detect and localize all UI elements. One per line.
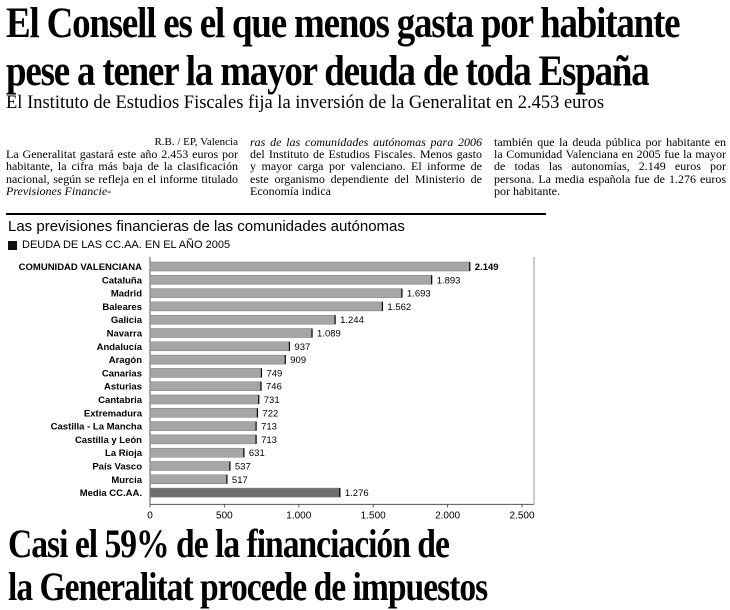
bar — [149, 474, 228, 485]
bar — [149, 394, 260, 405]
x-tick-label: 2.000 — [435, 510, 460, 520]
value-label: 749 — [266, 368, 282, 379]
category-label: COMUNIDAD VALENCIANA — [19, 262, 142, 273]
chart-title: Las previsiones financieras de las comun… — [8, 218, 405, 235]
value-label: 731 — [264, 395, 280, 406]
bar — [149, 288, 403, 298]
value-label: 2.149 — [475, 262, 499, 273]
value-label: 1.562 — [387, 302, 411, 313]
value-label: 909 — [290, 355, 306, 366]
subheadline: El Instituto de Estudios Fiscales fija l… — [6, 93, 605, 113]
category-label: País Vasco — [92, 462, 142, 473]
value-label: 1.693 — [407, 289, 431, 300]
bar — [149, 421, 257, 431]
bar — [149, 447, 245, 458]
bar — [149, 487, 341, 498]
category-label: Cataluña — [102, 275, 143, 286]
column-2-text: del Instituto de Estudios Fiscales. Meno… — [250, 147, 482, 198]
byline: R.B. / EP, Valencia — [6, 136, 238, 148]
category-label: Cantabria — [98, 395, 143, 406]
byline-author: R.B. / EP, — [154, 136, 198, 148]
category-label: Galicia — [111, 315, 143, 326]
x-tick-label: 0 — [147, 510, 153, 520]
value-label: 713 — [261, 422, 277, 433]
value-label: 722 — [262, 408, 278, 419]
column-3-text: también que la deuda pública por habitan… — [494, 135, 726, 198]
bar — [149, 328, 313, 338]
debt-bar-chart: COMUNIDAD VALENCIANA 2.149 Cataluña 1.893 Ma… — [19, 257, 535, 520]
column-1-italic: Previsiones Financie- — [6, 183, 112, 198]
category-label: Madrid — [111, 289, 142, 300]
article-column-1: R.B. / EP, Valencia La Generalitat gasta… — [6, 136, 238, 197]
bar — [149, 354, 286, 365]
bar — [149, 301, 383, 312]
category-label: Media CC.AA. — [80, 488, 142, 499]
byline-place: Valencia — [200, 136, 238, 148]
value-label: 1.276 — [345, 488, 369, 499]
x-tick-label: 500 — [216, 510, 233, 520]
chart-subtitle-text: DEUDA DE LAS CC.AA. EN EL AÑO 2005 — [22, 239, 231, 251]
bar — [149, 381, 262, 391]
value-label: 1.244 — [340, 315, 364, 326]
x-tick-label: 1.000 — [286, 510, 311, 520]
value-label: 1.089 — [317, 329, 341, 340]
bar — [149, 461, 231, 471]
category-label: Castilla - La Mancha — [51, 422, 143, 433]
category-label: La Rioja — [105, 448, 143, 459]
bar — [149, 314, 336, 325]
value-label: 517 — [232, 475, 248, 486]
main-headline: El Consell es el que menos gasta por hab… — [6, 0, 681, 96]
bottom-headline: Casi el 59% de la financiación de la Gen… — [8, 521, 488, 609]
value-label: 713 — [261, 435, 277, 446]
column-1-text: La Generalitat gastará este año 2.453 eu… — [6, 147, 238, 186]
category-label: Andalucía — [97, 342, 143, 353]
category-label: Extremadura — [84, 408, 143, 419]
category-label: Navarra — [107, 329, 143, 340]
bar — [149, 341, 290, 352]
headline-line-1: El Consell es el que menos gasta por hab… — [6, 0, 681, 47]
bar — [149, 261, 471, 272]
category-label: Murcia — [111, 475, 142, 486]
bar — [149, 368, 262, 378]
chart-subtitle: DEUDA DE LAS CC.AA. EN EL AÑO 2005 — [8, 239, 230, 251]
value-label: 537 — [235, 462, 251, 473]
x-tick-label: 1.500 — [361, 510, 386, 520]
bottom-headline-line-2: la Generalitat procede de impuestos — [8, 564, 488, 609]
headline-line-2: pese a tener la mayor deuda de toda Espa… — [6, 48, 650, 95]
bottom-headline-line-1: Casi el 59% de la financiación de — [8, 521, 450, 566]
value-label: 631 — [249, 448, 265, 459]
column-2-italic: ras de las comunidades autónomas para 20… — [250, 135, 482, 149]
category-label: Castilla y León — [75, 435, 142, 446]
article-column-2: ras de las comunidades autónomas para 20… — [250, 136, 482, 197]
category-label: Baleares — [102, 302, 142, 313]
chart-top-rule — [6, 213, 546, 215]
category-label: Aragón — [109, 355, 142, 366]
value-label: 746 — [266, 382, 282, 393]
article-column-3: también que la deuda pública por habitan… — [494, 136, 726, 197]
category-label: Canarias — [102, 368, 142, 379]
bar — [149, 434, 257, 445]
category-label: Asturias — [104, 382, 142, 393]
value-label: 937 — [294, 342, 310, 353]
square-bullet-icon — [8, 240, 17, 250]
x-tick-label: 2.500 — [509, 510, 534, 520]
bar — [149, 275, 432, 285]
value-label: 1.893 — [437, 275, 461, 286]
bar — [149, 408, 258, 418]
